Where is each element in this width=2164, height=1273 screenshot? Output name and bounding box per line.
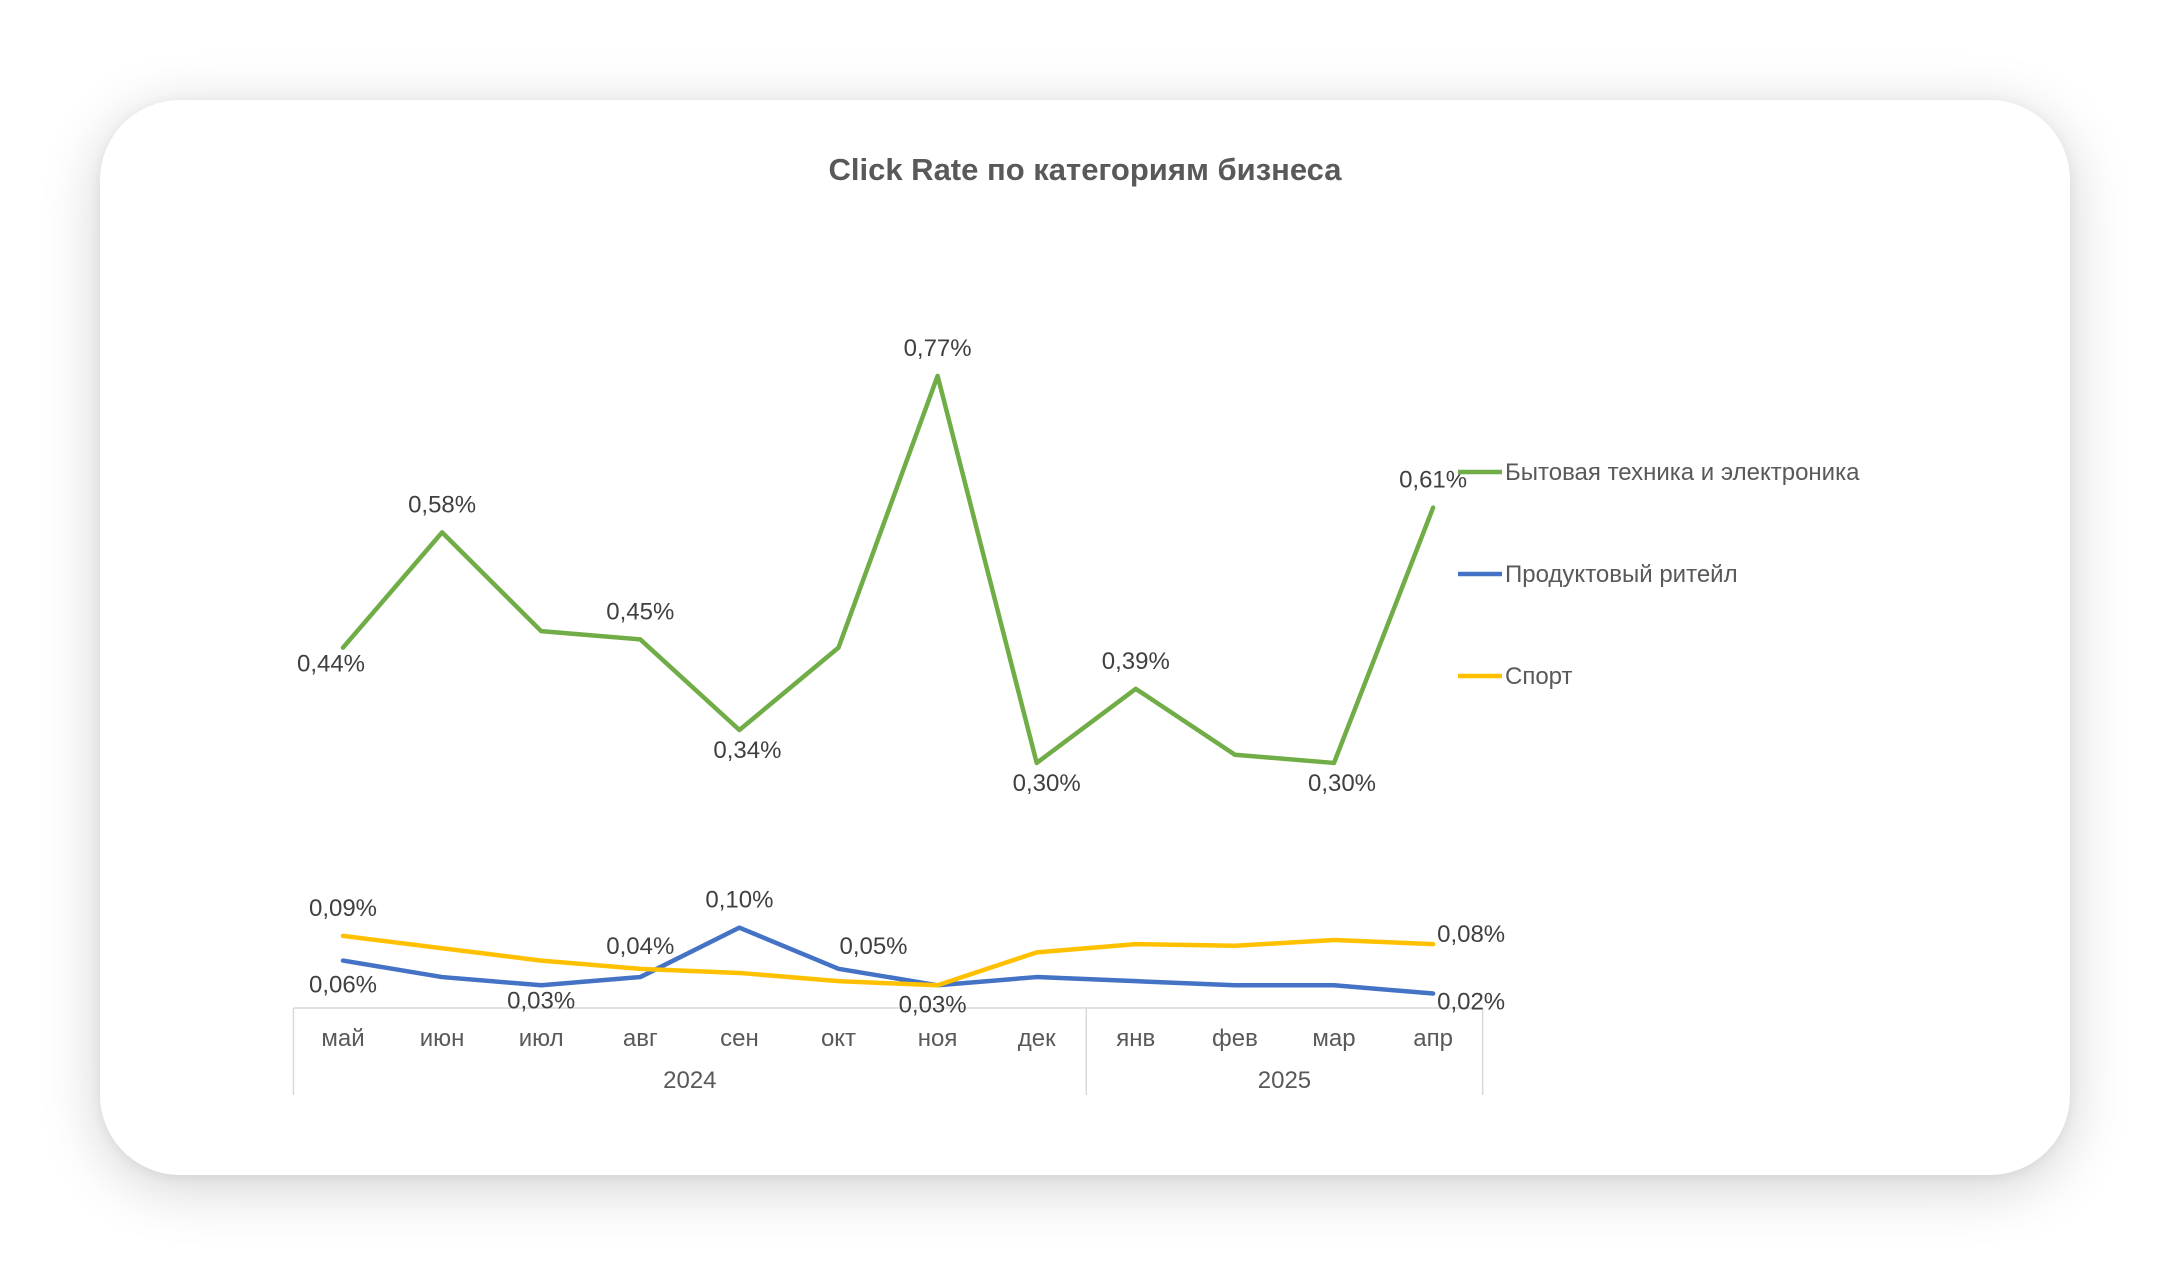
x-tick-label: сен — [720, 1025, 759, 1052]
data-label: 0,09% — [309, 895, 377, 922]
x-tick-label: окт — [821, 1025, 856, 1052]
data-label: 0,03% — [507, 987, 575, 1014]
data-label: 0,06% — [309, 972, 377, 999]
data-label: 0,30% — [1308, 770, 1376, 797]
data-label: 0,39% — [1102, 648, 1170, 675]
series-line — [340, 373, 1436, 766]
legend-label: Бытовая техника и электроника — [1505, 459, 1860, 486]
series-layer — [340, 373, 1436, 996]
data-label: 0,02% — [1437, 989, 1505, 1016]
data-label: 0,30% — [1013, 770, 1081, 797]
x-tick-label: май — [321, 1025, 364, 1052]
series-line — [340, 925, 1436, 996]
x-axis: май июн июл авг сен окт ноя дек янв фев мар апр 2024… — [292, 1007, 1484, 1095]
legend-label: Спорт — [1505, 663, 1573, 690]
chart-title: Click Rate по категориям бизнеса — [828, 152, 1342, 187]
data-label: 0,04% — [606, 933, 674, 960]
data-labels: 0,44% 0,58% 0,45% 0,34% 0,77% 0,30% 0,39% 0,30%… — [297, 335, 1505, 1018]
x-tick-label: авг — [623, 1025, 658, 1052]
legend: Бытовая техника и электроника Продуктовый… — [1458, 459, 1860, 690]
data-label: 0,05% — [839, 933, 907, 960]
data-label: 0,61% — [1399, 467, 1467, 494]
x-tick-label: янв — [1116, 1025, 1155, 1052]
x-tick-label: июн — [420, 1025, 465, 1052]
data-label: 0,44% — [297, 651, 365, 678]
data-label: 0,58% — [408, 491, 476, 518]
x-tick-label: фев — [1212, 1025, 1258, 1052]
data-label: 0,03% — [899, 991, 967, 1018]
data-label: 0,08% — [1437, 921, 1505, 948]
x-tick-label: ноя — [918, 1025, 958, 1052]
x-tick-label: июл — [519, 1025, 564, 1052]
x-group-label: 2025 — [1258, 1067, 1311, 1094]
chart-card — [100, 100, 2070, 1175]
data-label: 0,34% — [713, 737, 781, 764]
x-tick-label: апр — [1413, 1025, 1453, 1052]
data-label: 0,10% — [705, 887, 773, 914]
data-label: 0,77% — [904, 335, 972, 362]
series-line — [340, 933, 1436, 988]
x-tick-label: дек — [1018, 1025, 1056, 1052]
x-group-label: 2024 — [663, 1067, 716, 1094]
x-tick-label: мар — [1312, 1025, 1355, 1052]
data-label: 0,45% — [606, 598, 674, 625]
legend-label: Продуктовый ритейл — [1505, 561, 1738, 588]
